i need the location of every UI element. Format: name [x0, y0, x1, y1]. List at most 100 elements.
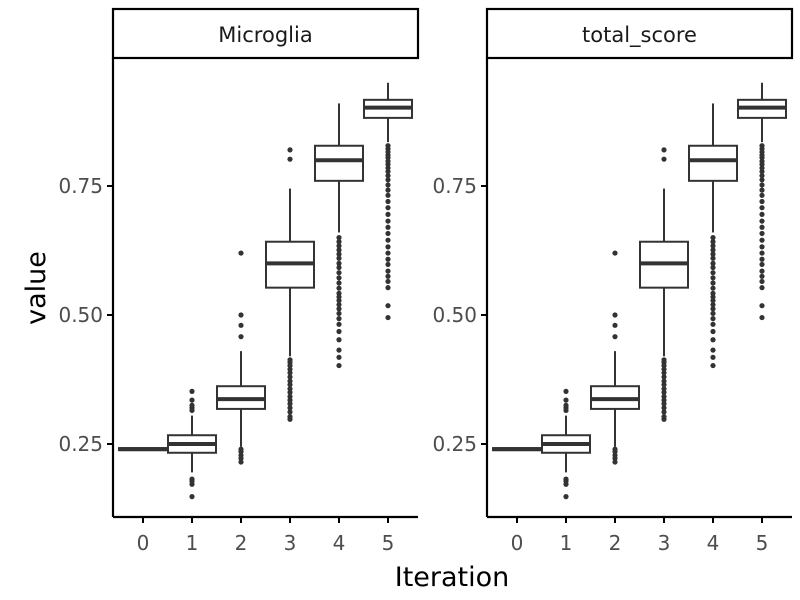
x-tick-label: 5 [382, 531, 395, 555]
outlier-point [710, 306, 716, 312]
outlier-point [287, 382, 293, 388]
outlier-point [336, 239, 342, 245]
outlier-point [710, 255, 716, 261]
outlier-point [661, 397, 667, 403]
outlier-point [759, 303, 765, 309]
outlier-point [336, 235, 342, 241]
outlier-point [661, 405, 667, 411]
x-tick-label: 2 [235, 531, 248, 555]
outlier-point [563, 494, 569, 500]
outlier-point [710, 328, 716, 335]
outlier-point [336, 337, 342, 343]
facet-panel: Microglia 0.25 0.50 0.75 0 1 2 3 4 5 [58, 7, 420, 555]
box-2 [590, 250, 640, 465]
outlier-point [385, 250, 391, 256]
box-5 [737, 82, 787, 321]
outlier-point [336, 251, 342, 257]
outlier-point [661, 382, 667, 388]
outlier-point [759, 182, 765, 188]
outlier-point [336, 302, 342, 308]
outlier-point [385, 211, 391, 217]
box-0 [118, 447, 168, 452]
outlier-point [336, 264, 342, 271]
outlier-point [661, 357, 667, 363]
outlier-point [336, 247, 342, 253]
outlier-point [710, 362, 716, 369]
outlier-point [385, 168, 391, 175]
outlier-point [759, 273, 765, 279]
outlier-point [336, 354, 342, 360]
outlier-point [710, 275, 716, 281]
outlier-point [385, 224, 391, 230]
outlier-point [385, 303, 391, 309]
outlier-point [759, 205, 765, 211]
y-axis-title: value [21, 251, 52, 325]
outlier-point [710, 354, 716, 360]
outlier-point [759, 198, 765, 205]
outlier-point [612, 452, 618, 458]
box-5 [363, 82, 413, 321]
outlier-point [661, 409, 667, 415]
outlier-point [759, 211, 765, 217]
y-tick-label: 0.25 [58, 432, 103, 456]
x-tick-label: 5 [756, 531, 769, 555]
x-tick-label: 1 [560, 531, 573, 555]
outlier-point [385, 314, 391, 321]
outlier-point [385, 198, 391, 205]
outlier-point [612, 322, 618, 328]
outlier-point [385, 192, 391, 198]
outlier-point [710, 310, 716, 317]
outlier-point [287, 147, 293, 153]
outlier-point [759, 158, 765, 164]
facet-strip-label: total_score [582, 23, 697, 48]
outlier-point [661, 389, 667, 395]
outlier-point [385, 268, 391, 274]
outlier-point [385, 177, 391, 183]
x-axis-title: Iteration [395, 562, 510, 593]
outlier-point [336, 243, 342, 249]
x-tick-label: 3 [284, 531, 297, 555]
outlier-point [238, 250, 244, 256]
outlier-point [385, 218, 391, 224]
outlier-point [661, 393, 667, 400]
outlier-point [759, 268, 765, 274]
outlier-point [336, 306, 342, 312]
x-tick-label: 2 [609, 531, 622, 555]
outlier-point [336, 362, 342, 369]
facet-strip [111, 7, 420, 60]
outlier-point [336, 280, 342, 286]
x-tick-label: 3 [658, 531, 671, 555]
outlier-point [238, 322, 244, 328]
box-3 [265, 147, 315, 422]
outlier-point [710, 235, 716, 241]
outlier-point [189, 402, 195, 408]
y-tick-label: 0.50 [58, 303, 103, 327]
outlier-point [661, 147, 667, 153]
outlier-point [287, 389, 293, 395]
x-tick-label: 4 [707, 531, 720, 555]
box-1 [167, 388, 217, 500]
outlier-point [287, 374, 293, 380]
outlier-point [385, 158, 391, 164]
outlier-point [287, 156, 293, 162]
outlier-point [759, 237, 765, 243]
outlier-point [336, 321, 342, 327]
y-tick-label: 0.75 [432, 174, 477, 198]
outlier-point [612, 459, 618, 465]
outlier-point [287, 409, 293, 415]
outlier-point [759, 173, 765, 179]
facet-panels: Microglia 0.25 0.50 0.75 0 1 2 3 4 5 total_score 0.… [58, 7, 794, 555]
outlier-point [710, 243, 716, 249]
outlier-point [385, 256, 391, 262]
outlier-point [189, 476, 195, 482]
outlier-point [385, 205, 391, 211]
x-tick-label: 0 [511, 531, 524, 555]
outlier-point [238, 459, 244, 465]
outlier-point [336, 260, 342, 266]
outlier-point [287, 357, 293, 363]
outlier-point [710, 251, 716, 257]
outlier-point [287, 414, 293, 420]
outlier-point [385, 173, 391, 179]
outlier-point [710, 316, 716, 322]
outlier-point [661, 156, 667, 162]
